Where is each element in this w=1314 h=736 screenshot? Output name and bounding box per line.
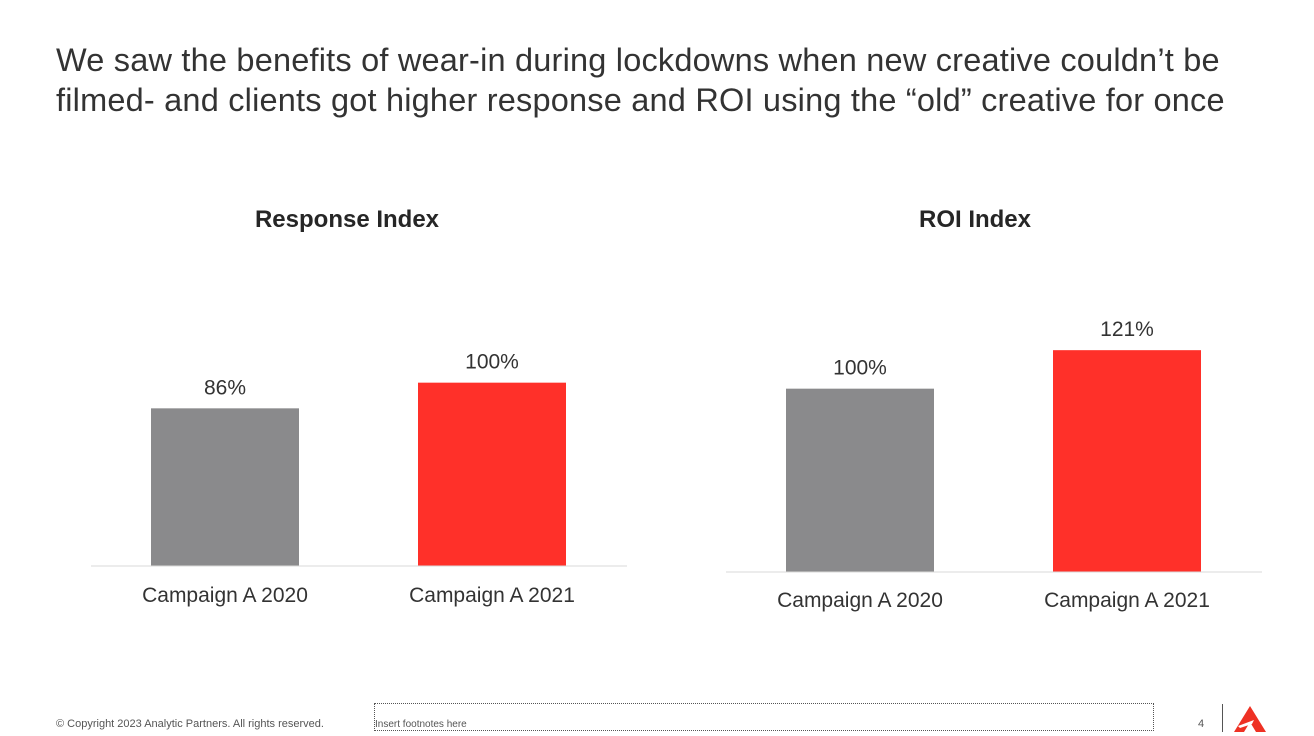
category-tick-label: Campaign A 2020 — [142, 584, 308, 607]
bar-campaign-a-2021 — [418, 382, 566, 566]
roi-index-chart: 100% Campaign A 2020 121% Campaign A 2021 — [726, 318, 1262, 612]
page-number: 4 — [1198, 718, 1205, 730]
data-label: 100% — [833, 357, 887, 380]
analytic-partners-logo-icon — [1234, 706, 1266, 732]
bar-campaign-a-2020 — [151, 408, 299, 566]
category-tick-label: Campaign A 2021 — [409, 584, 575, 607]
bar-campaign-a-2021 — [1053, 350, 1201, 572]
copyright-text: © Copyright 2023 Analytic Partners. All … — [56, 718, 324, 730]
data-label: 100% — [465, 351, 519, 374]
footnote-box[interactable]: Insert footnotes here — [374, 703, 1154, 731]
response-index-chart: 86% Campaign A 2020 100% Campaign A 2021 — [91, 351, 627, 607]
category-tick-label: Campaign A 2021 — [1044, 589, 1210, 612]
response-index-title: Response Index — [254, 206, 440, 233]
footnote-text: Insert footnotes here — [375, 719, 467, 730]
footer-divider — [1222, 704, 1223, 732]
data-label: 86% — [204, 376, 246, 399]
page-title: We saw the benefits of wear-in during lo… — [56, 42, 1225, 118]
data-label: 121% — [1100, 318, 1154, 341]
bar-campaign-a-2020 — [786, 388, 934, 572]
category-tick-label: Campaign A 2020 — [777, 589, 943, 612]
roi-index-title: ROI Index — [918, 206, 1032, 233]
